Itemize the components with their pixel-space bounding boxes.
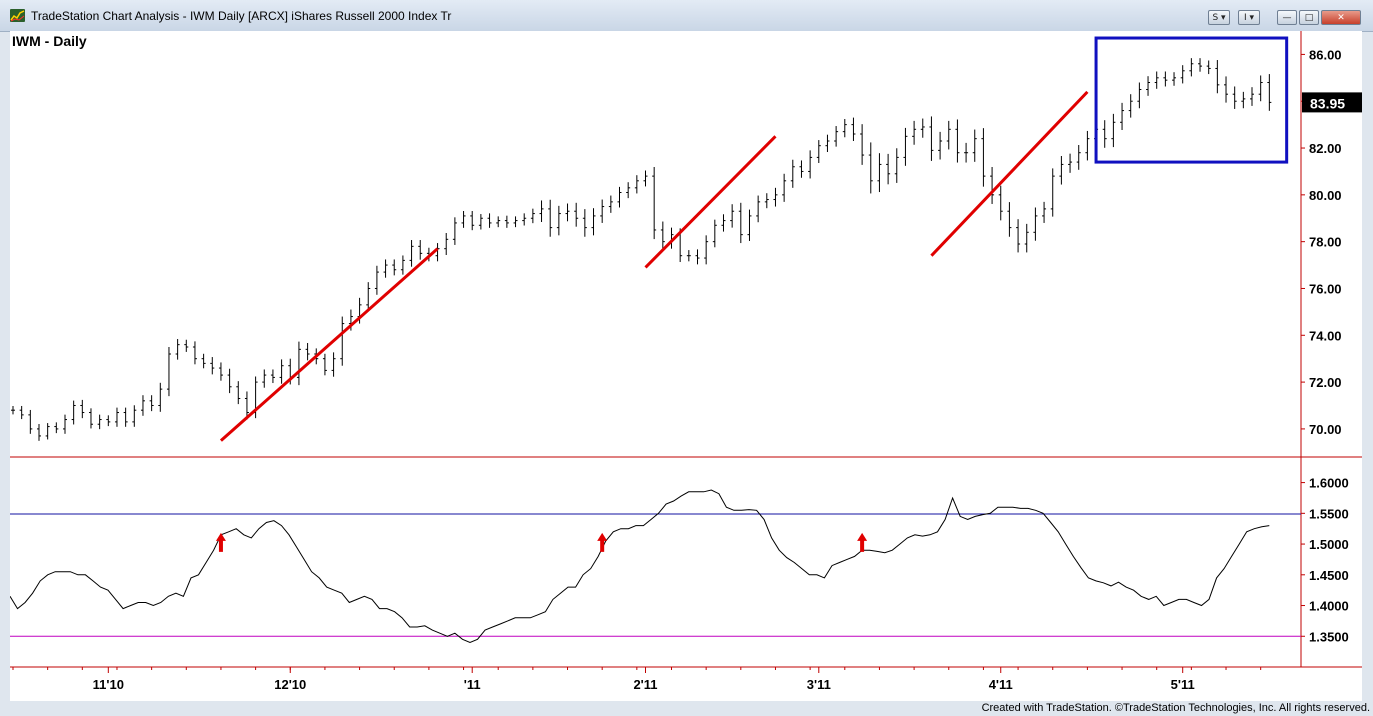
oscillator-line — [10, 489, 1270, 643]
price-y-tick-label: 72.00 — [1309, 375, 1342, 390]
highlight-box — [1094, 36, 1289, 164]
price-y-tick-label: 82.00 — [1309, 141, 1342, 156]
symbol-link-s-button[interactable]: S ▾ — [1208, 10, 1230, 25]
last-price-box — [1302, 92, 1362, 113]
osc-y-tick-label: 1.4500 — [1309, 568, 1349, 583]
osc-y-tick-label: 1.5500 — [1309, 506, 1349, 521]
x-tick-label: 12'10 — [274, 677, 306, 692]
footer: Created with TradeStation. ©TradeStation… — [0, 701, 1373, 716]
osc-y-tick-label: 1.5000 — [1309, 537, 1349, 552]
signal-up-arrow — [215, 532, 226, 552]
osc-y-tick-label: 1.4000 — [1309, 599, 1349, 614]
price-y-tick-label: 78.00 — [1309, 235, 1342, 250]
trend-line — [219, 247, 439, 442]
trend-line — [644, 135, 777, 269]
signal-up-arrow — [597, 532, 608, 552]
copyright-text: Created with TradeStation. ©TradeStation… — [981, 702, 1370, 714]
trend-line — [930, 90, 1089, 257]
chart-canvas[interactable]: 86.0084.0082.0080.0078.0076.0074.0072.00… — [10, 31, 1362, 701]
minimize-button[interactable]: — — [1277, 10, 1297, 25]
x-tick-label: '11 — [464, 677, 481, 692]
osc-y-tick-label: 1.6000 — [1309, 476, 1349, 491]
price-y-tick-label: 74.00 — [1309, 328, 1342, 343]
price-y-tick-label: 70.00 — [1309, 422, 1342, 437]
chart-title: IWM - Daily — [12, 33, 87, 49]
price-y-tick-label: 80.00 — [1309, 188, 1342, 203]
tradestation-app-icon — [10, 9, 25, 22]
last-price-label: 83.95 — [1310, 95, 1345, 111]
close-button[interactable]: ✕ — [1321, 10, 1361, 25]
x-tick-label: 5'11 — [1171, 677, 1195, 692]
window-titlebar: TradeStation Chart Analysis - IWM Daily … — [0, 0, 1373, 32]
x-tick-label: 3'11 — [807, 677, 831, 692]
signal-up-arrow — [857, 532, 868, 552]
x-tick-label: 2'11 — [633, 677, 657, 692]
osc-y-tick-label: 1.3500 — [1309, 629, 1349, 644]
chart-area[interactable]: 86.0084.0082.0080.0078.0076.0074.0072.00… — [10, 31, 1362, 701]
window-title: TradeStation Chart Analysis - IWM Daily … — [31, 9, 452, 23]
price-y-tick-label: 86.00 — [1309, 47, 1342, 62]
indicator-link-i-button[interactable]: I ▾ — [1238, 10, 1260, 25]
x-tick-label: 4'11 — [989, 677, 1013, 692]
price-y-tick-label: 76.00 — [1309, 281, 1342, 296]
x-tick-label: 11'10 — [93, 677, 124, 692]
restore-button[interactable]: □ — [1299, 10, 1319, 25]
